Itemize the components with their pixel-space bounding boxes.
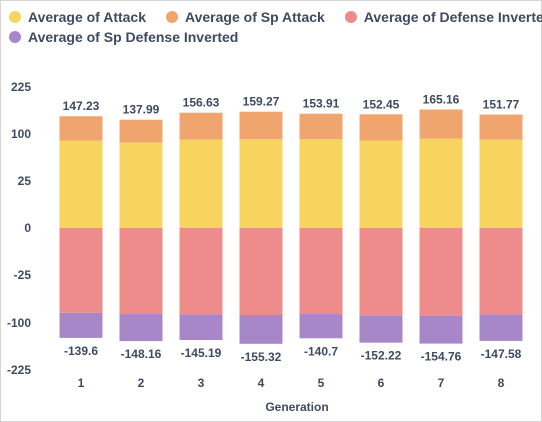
legend-row-2: Average of Sp Defense Inverted: [9, 27, 534, 47]
legend-row-1: Average of Attack Average of Sp Attack A…: [9, 7, 542, 27]
bar-segment: [359, 114, 403, 141]
bar-segment: [119, 228, 163, 315]
x-tick-label: 5: [318, 376, 325, 390]
data-label-negative-total: -140.7: [304, 344, 338, 358]
data-label-positive-total: 137.99: [123, 103, 160, 117]
bar-segment: [299, 228, 343, 315]
bar-segment: [419, 228, 463, 316]
bar-segment: [299, 314, 343, 339]
bar-segment: [119, 119, 163, 143]
data-label-negative-total: -147.58: [481, 347, 522, 361]
y-tick-label: 25: [18, 174, 32, 188]
bar-segment: [359, 228, 403, 316]
legend-swatch-defense-inverted: [344, 11, 357, 23]
bar-segment: [119, 314, 163, 342]
bar-segment: [299, 139, 343, 228]
legend-item-sp-attack[interactable]: Average of Sp Attack: [166, 9, 325, 25]
data-label-negative-total: -145.19: [181, 346, 222, 360]
x-axis-title: Generation: [265, 400, 328, 414]
x-tick-label: 2: [138, 376, 145, 390]
x-tick-label: 1: [78, 376, 85, 390]
data-label-positive-total: 147.23: [63, 99, 100, 113]
bar-segment: [359, 140, 403, 228]
x-tick-label: 6: [378, 376, 385, 390]
y-tick-label: 100: [11, 127, 31, 141]
bar-segment: [179, 139, 223, 228]
bar-segment: [239, 228, 283, 315]
bar-segment: [479, 114, 523, 140]
bar-segment: [59, 140, 103, 228]
bar-segment: [299, 113, 343, 140]
data-label-positive-total: 152.45: [363, 97, 400, 111]
legend-label-sp-defense-inverted: Average of Sp Defense Inverted: [28, 29, 239, 45]
legend-item-sp-defense-inverted[interactable]: Average of Sp Defense Inverted: [9, 29, 238, 45]
bar-segment: [419, 315, 463, 344]
legend-label-attack: Average of Attack: [28, 9, 147, 25]
x-tick-label: 4: [258, 376, 265, 390]
data-label-negative-total: -154.76: [421, 350, 462, 364]
bar-segment: [359, 315, 403, 343]
legend-swatch-sp-attack: [166, 11, 179, 23]
legend-item-defense-inverted[interactable]: Average of Defense Inverted: [344, 9, 542, 25]
bar-segment: [479, 139, 523, 228]
bar-segment: [479, 228, 523, 315]
bar-segment: [119, 142, 163, 228]
bar-segment: [179, 112, 223, 140]
legend: Average of Attack Average of Sp Attack A…: [9, 7, 542, 47]
bar-segment: [59, 312, 103, 338]
x-tick-label: 7: [438, 376, 445, 390]
bar-segment: [419, 109, 463, 139]
legend-swatch-sp-defense-inverted: [9, 31, 21, 43]
x-tick-label: 8: [498, 376, 505, 390]
bar-segment: [419, 138, 463, 228]
data-label-positive-total: 159.27: [243, 95, 280, 109]
legend-item-attack[interactable]: Average of Attack: [9, 9, 146, 25]
bar-segment: [59, 228, 103, 313]
bar-segment: [59, 116, 103, 141]
data-label-positive-total: 165.16: [423, 92, 460, 106]
y-tick-label: -25: [14, 268, 32, 282]
data-label-negative-total: -155.32: [241, 350, 282, 364]
y-tick-label: 0: [24, 221, 31, 235]
data-label-positive-total: 153.91: [303, 97, 340, 111]
legend-swatch-attack: [9, 11, 21, 23]
legend-label-defense-inverted: Average of Defense Inverted: [363, 9, 542, 25]
data-label-positive-total: 156.63: [183, 96, 220, 110]
bar-segment: [239, 111, 283, 140]
x-tick-label: 3: [198, 376, 205, 390]
bar-segment: [479, 314, 523, 341]
bar-segment: [239, 139, 283, 228]
bar-segment: [179, 314, 223, 340]
y-tick-label: -100: [7, 316, 31, 330]
data-label-negative-total: -139.6: [64, 344, 98, 358]
bar-segment: [239, 315, 283, 344]
data-label-negative-total: -152.22: [361, 349, 402, 363]
data-label-negative-total: -148.16: [121, 347, 162, 361]
y-tick-label: 225: [11, 80, 31, 94]
bar-segment: [179, 228, 223, 315]
legend-label-sp-attack: Average of Sp Attack: [185, 9, 325, 25]
data-label-positive-total: 151.77: [483, 98, 520, 112]
y-tick-label: -225: [7, 363, 31, 377]
